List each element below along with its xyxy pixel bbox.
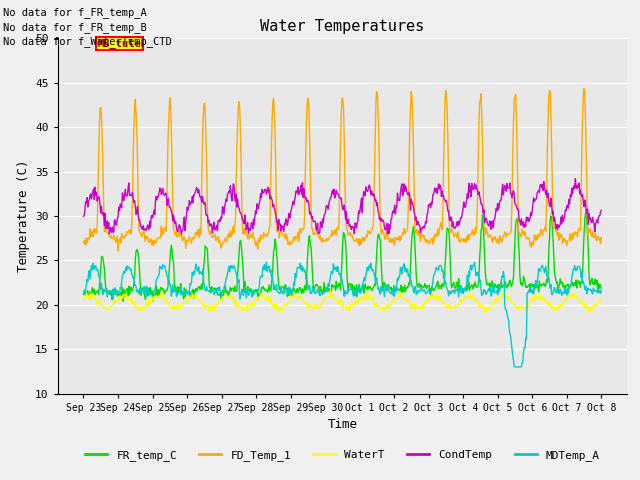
Text: No data for f_FR_temp_A: No data for f_FR_temp_A xyxy=(3,7,147,18)
Y-axis label: Temperature (C): Temperature (C) xyxy=(17,160,29,272)
Text: MB_tule: MB_tule xyxy=(97,38,141,48)
Legend: FR_temp_C, FD_Temp_1, WaterT, CondTemp, MDTemp_A: FR_temp_C, FD_Temp_1, WaterT, CondTemp, … xyxy=(81,445,604,465)
Title: Water Temperatures: Water Temperatures xyxy=(260,20,424,35)
Text: No data for f_FR_temp_B: No data for f_FR_temp_B xyxy=(3,22,147,33)
X-axis label: Time: Time xyxy=(328,418,357,431)
Text: No data for f_WaterTemp_CTD: No data for f_WaterTemp_CTD xyxy=(3,36,172,47)
